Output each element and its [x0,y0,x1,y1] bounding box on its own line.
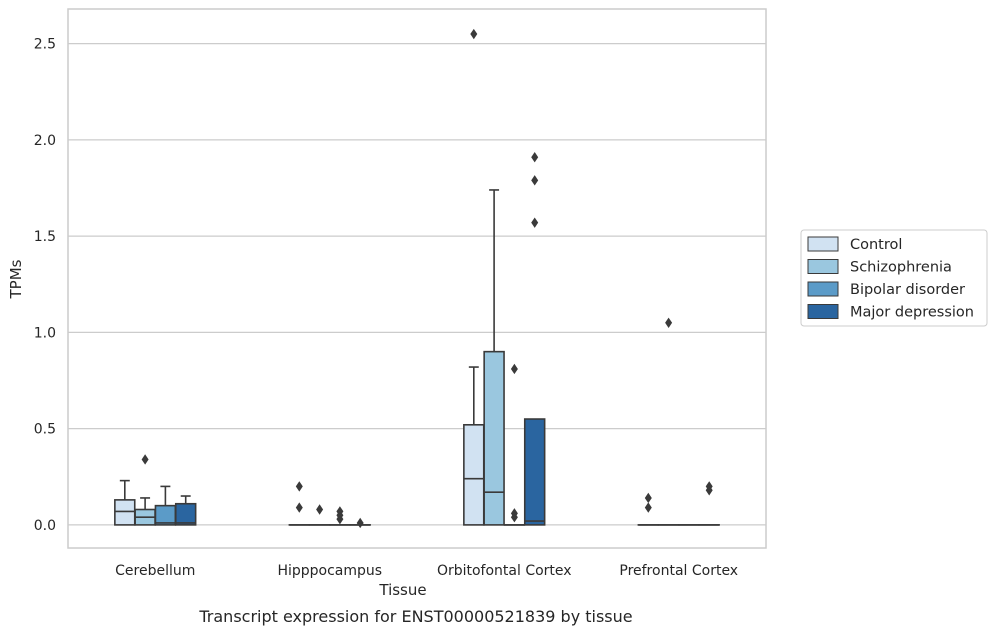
y-tick-label: 0.5 [34,422,56,438]
y-tick-label: 0.0 [34,518,56,534]
x-axis-label: Tissue [378,581,426,599]
outlier-point [705,481,713,492]
y-tick-label: 1.0 [34,325,56,341]
box-iqr [483,350,505,526]
box-bipolar-disorder-1 [329,506,351,526]
y-tick-label: 2.0 [34,133,56,149]
outlier-point [316,504,324,515]
outlier-point [141,454,149,465]
x-tick-label: Hipppocampus [277,563,382,579]
outlier-point [531,175,539,186]
legend: Control Schizophrenia Bipolar disorder Majo… [800,229,988,327]
x-tick-labels: Cerebellum Hipppocampus Orbitofontal Corte… [115,563,738,579]
outlier-point [510,508,518,519]
outlier-point [644,492,652,504]
x-tick-label: Prefrontal Cortex [619,563,738,579]
outlier-point [295,502,303,513]
gridlines [68,43,766,526]
outlier-point [531,217,539,228]
outlier-point [510,363,518,375]
legend-swatch [807,281,839,297]
y-axis-label: TPMs [7,259,25,299]
box-schizophrenia-2 [483,189,505,526]
outlier-point [644,502,652,513]
legend-swatch [807,259,839,274]
box-control-0 [114,479,136,526]
box-iqr [523,418,546,526]
box-control-1 [288,481,311,526]
box-iqr [174,502,197,526]
outlier-point [531,152,539,163]
legend-label: Schizophrenia [850,260,952,276]
box-control-3 [637,492,660,526]
outlier-point [336,506,344,517]
outlier-point [665,317,673,328]
x-tick-label: Cerebellum [115,563,195,579]
legend-label: Major depression [850,305,974,321]
legend-swatch [807,236,839,252]
outlier-point [356,517,364,529]
plot-frame [67,8,767,549]
box-schizophrenia-3 [657,317,680,526]
box-iqr [154,504,177,526]
box-groups [114,28,720,529]
box-iqr [114,499,136,526]
y-tick-labels: 0.0 0.5 1.0 1.5 2.0 2.5 [34,37,56,534]
legend-label: Bipolar disorder [850,282,965,298]
outlier-point [470,28,478,40]
box-iqr [463,423,485,526]
legend-swatch [807,304,839,319]
box-bipolar-disorder-2 [503,363,526,526]
y-tick-label: 1.5 [34,229,56,245]
x-tick-label: Orbitofontal Cortex [437,563,572,579]
outlier-point [295,481,303,492]
legend-frame [800,229,988,327]
box-major-depression-1 [349,517,371,529]
box-schizophrenia-1 [308,504,331,526]
legend-label: Control [850,237,902,253]
figure-caption: Transcript expression for ENST0000052183… [198,607,632,626]
box-major-depression-0 [174,495,197,526]
box-major-depression-3 [698,481,720,526]
box-bipolar-disorder-0 [154,485,177,526]
y-tick-label: 2.5 [34,37,56,53]
box-major-depression-2 [523,152,546,526]
box-schizophrenia-0 [134,454,156,526]
box-control-2 [463,28,485,526]
